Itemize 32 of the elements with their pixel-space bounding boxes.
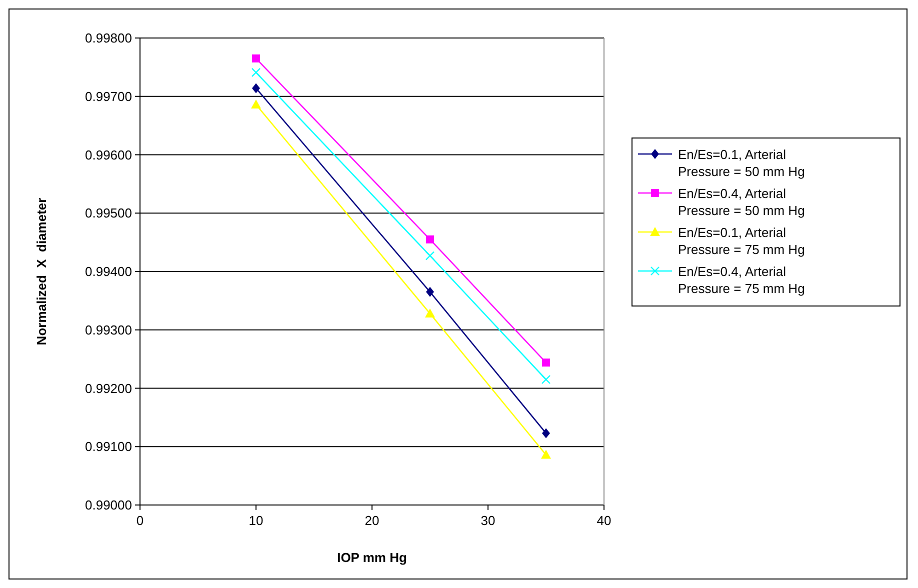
y-axis-title: Normalized X diameter	[34, 198, 49, 346]
y-tick-label: 0.99700	[85, 88, 132, 104]
point	[251, 100, 261, 109]
y-tick-label: 0.99000	[85, 498, 132, 513]
x-tick-label: 40	[596, 513, 612, 528]
point	[426, 286, 434, 297]
x-tick-label: 0	[136, 513, 144, 528]
x-tick-label: 20	[364, 513, 380, 528]
point	[541, 450, 551, 459]
point	[542, 358, 550, 367]
point	[425, 251, 435, 260]
point	[425, 308, 435, 318]
y-tick-label: 0.99400	[85, 264, 132, 280]
legend-label: En/Es=0.1, Arterial Pressure = 75 mm Hg	[678, 225, 805, 257]
x-tick-label: 10	[248, 513, 264, 528]
y-tick-label: 0.99100	[85, 439, 132, 454]
legend-label: En/Es=0.4, Arterial Pressure = 75 mm Hg	[678, 264, 805, 296]
y-tick-label: 0.99300	[85, 322, 132, 338]
x-axis-title: IOP mm Hg	[337, 550, 407, 565]
x-tick-label: 30	[480, 513, 496, 528]
point	[541, 374, 551, 384]
legend-label: En/Es=0.1, Arterial Pressure = 50 mm Hg	[678, 147, 805, 179]
y-tick-label: 0.99500	[85, 206, 132, 221]
point	[542, 428, 550, 438]
point	[251, 68, 261, 78]
legend-label: En/Es=0.4, Arterial Pressure = 50 mm Hg	[678, 186, 805, 218]
y-tick-label: 0.99800	[85, 30, 132, 46]
point	[252, 54, 260, 62]
point	[426, 235, 434, 244]
y-tick-label: 0.99200	[85, 380, 132, 396]
point	[252, 83, 260, 94]
y-tick-label: 0.99600	[85, 147, 132, 162]
